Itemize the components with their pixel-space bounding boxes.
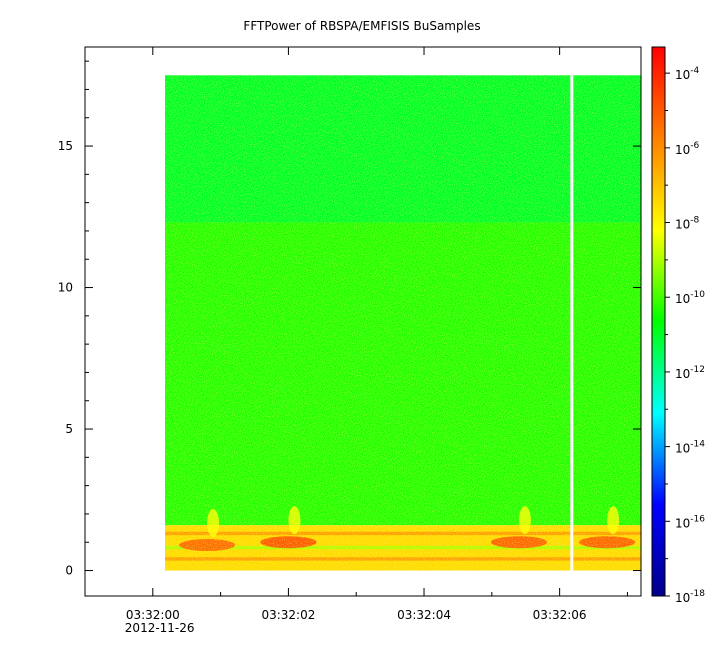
plot-area (165, 75, 641, 571)
colorbar: 10-4 10-6 10-8 10-10 10-12 10-14 10-16 10-18 (651, 46, 705, 605)
colorbar-tick-label: 10-10 (675, 290, 705, 306)
y-tick-label: 15 (58, 139, 73, 153)
x-tick-label: 03:32:06 (533, 608, 587, 622)
noise-texture (165, 75, 641, 571)
y-tick-label: 10 (58, 281, 73, 295)
colorbar-tick-label: 10-6 (675, 141, 700, 157)
colorbar-tick-label: 10-12 (675, 365, 705, 381)
colorbar-ticks: 10-4 10-6 10-8 10-10 10-12 10-14 10-16 10-18 (665, 66, 705, 605)
colorbar-fill (651, 46, 666, 597)
y-axis: 0 5 10 15 (58, 60, 641, 578)
chart-title: FFTPower of RBSPA/EMFISIS BuSamples (243, 19, 480, 33)
y-tick-label: 5 (65, 422, 73, 436)
colorbar-tick-label: 10-18 (675, 589, 705, 605)
colorbar-tick-label: 10-8 (675, 216, 700, 232)
x-tick-label: 03:32:00 (126, 608, 180, 622)
y-tick-label: 0 (65, 564, 73, 578)
colorbar-tick-label: 10-4 (675, 66, 700, 82)
plot-frame (84, 46, 642, 597)
data-gap (570, 75, 574, 571)
colorbar-tick-label: 10-16 (675, 514, 705, 530)
x-tick-label: 03:32:04 (397, 608, 451, 622)
colorbar-tick-label: 10-14 (675, 440, 705, 456)
x-tick-label: 03:32:02 (261, 608, 315, 622)
x-tick-date-label: 2012-11-26 (125, 621, 195, 635)
